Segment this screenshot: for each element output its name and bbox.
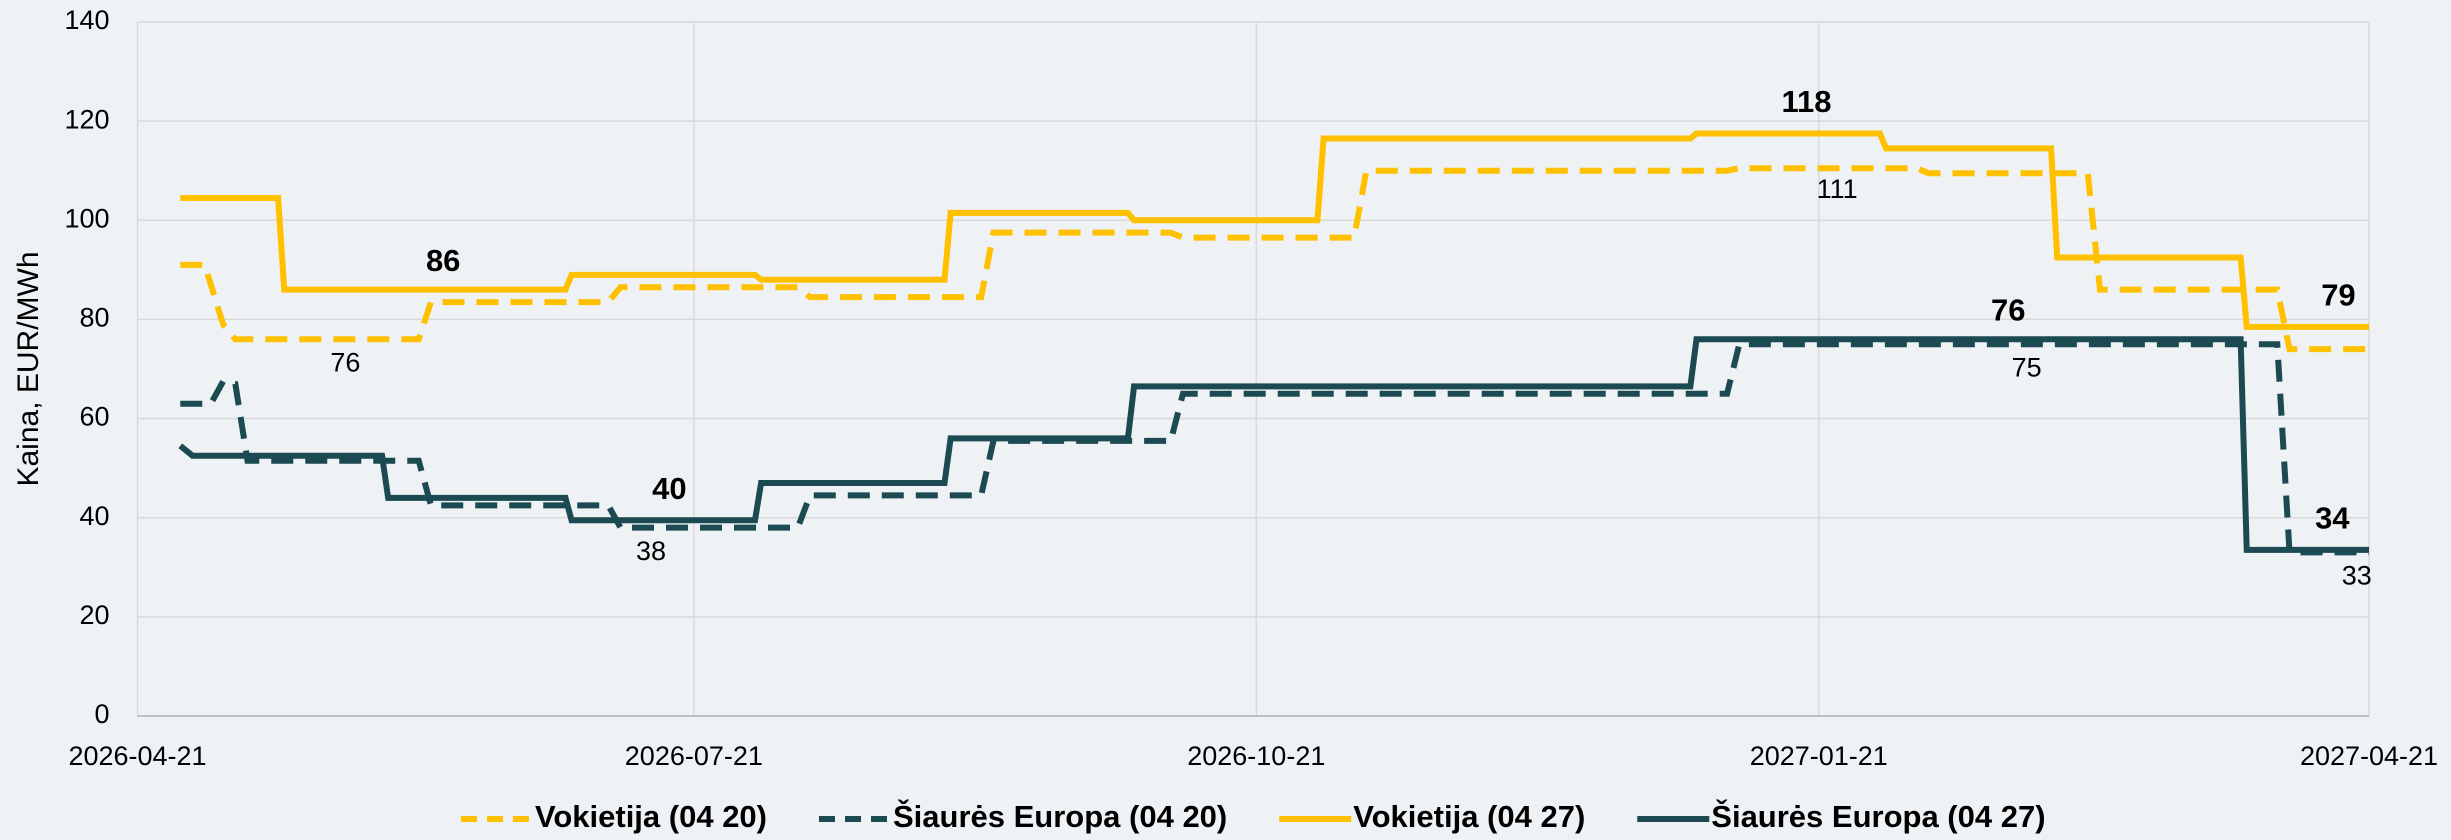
- data-label: 33: [2342, 561, 2372, 591]
- data-label: 40: [652, 471, 686, 506]
- data-label: 118: [1782, 84, 1832, 119]
- data-label: 34: [2315, 501, 2350, 536]
- y-axis-title: Kaina, EUR/MWh: [12, 251, 45, 486]
- x-tick-label: 2027-01-21: [1750, 741, 1888, 771]
- series-line: [180, 165, 2369, 353]
- series-line: [178, 336, 2369, 553]
- x-tick-label: 2027-04-21: [2300, 741, 2438, 771]
- x-tick-label: 2026-10-21: [1187, 741, 1325, 771]
- data-label: 76: [330, 347, 360, 377]
- data-label: 75: [2012, 352, 2042, 382]
- y-tick-label: 100: [64, 203, 109, 233]
- data-label: 111: [1817, 174, 1858, 204]
- legend-label: Šiaurės Europa (04 20): [893, 798, 1227, 834]
- data-label: 79: [2321, 278, 2355, 313]
- x-tick-label: 2026-07-21: [625, 741, 763, 771]
- y-tick-label: 60: [79, 402, 109, 432]
- data-label: 86: [426, 243, 460, 278]
- y-tick-label: 80: [79, 303, 109, 333]
- data-label: 76: [1991, 292, 2025, 327]
- legend-label: Vokietija (04 27): [1353, 799, 1585, 834]
- y-tick-label: 140: [64, 5, 109, 35]
- y-tick-label: 40: [79, 501, 109, 531]
- legend-label: Vokietija (04 20): [535, 799, 767, 834]
- y-tick-label: 20: [79, 600, 109, 630]
- x-tick-label: 2026-04-21: [68, 741, 206, 771]
- y-tick-label: 0: [94, 699, 109, 729]
- data-label: 38: [636, 536, 666, 566]
- legend-label: Šiaurės Europa (04 27): [1711, 798, 2045, 834]
- legend: Vokietija (04 20) Šiaurės Europa (04 20) V…: [460, 798, 2046, 834]
- y-tick-label: 120: [64, 104, 109, 134]
- series-line: [180, 130, 2369, 330]
- series-line: [180, 341, 2369, 556]
